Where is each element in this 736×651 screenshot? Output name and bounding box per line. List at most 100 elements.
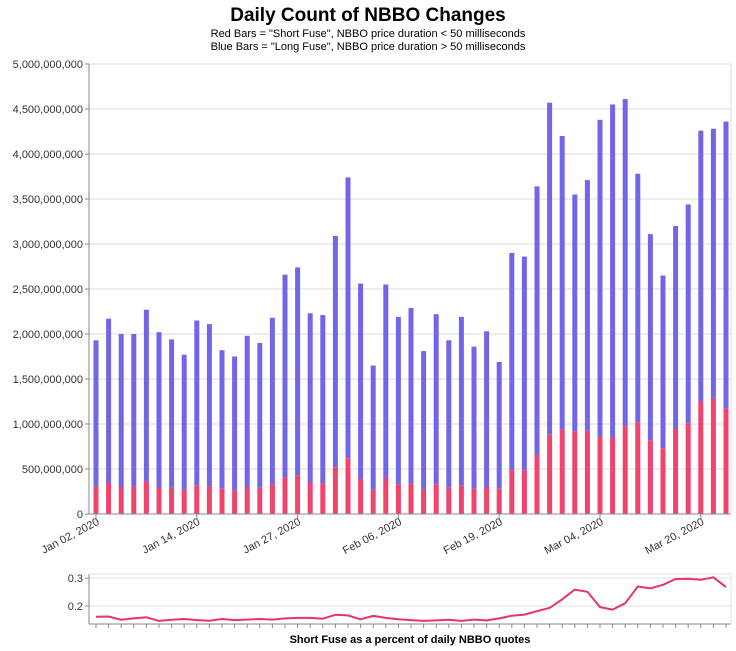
short-fuse-bar: [143, 481, 149, 514]
short-fuse-bar: [194, 485, 200, 514]
sub-y-tick-labels: 0.2 0.3: [68, 573, 83, 613]
short-fuse-bar: [723, 408, 729, 514]
long-fuse-bar: [547, 102, 553, 435]
long-fuse-bar: [332, 235, 338, 468]
main-y-tick-label: 3,000,000,000: [13, 239, 83, 251]
short-fuse-bar: [332, 467, 338, 514]
main-x-tick-label: Jan 27, 2020: [241, 516, 303, 556]
long-fuse-bar: [521, 256, 527, 470]
long-fuse-bar: [93, 340, 99, 487]
long-fuse-bar: [206, 324, 212, 487]
short-fuse-bar: [282, 477, 288, 514]
short-fuse-bar: [710, 397, 716, 514]
long-fuse-bar: [610, 104, 616, 438]
long-fuse-bar: [143, 309, 149, 482]
long-fuse-bar: [408, 307, 414, 484]
short-fuse-bar: [509, 469, 515, 514]
short-fuse-bar: [232, 490, 238, 514]
short-fuse-bar: [572, 431, 578, 514]
main-y-tick-label: 4,000,000,000: [13, 149, 83, 161]
long-fuse-bar: [584, 180, 590, 431]
sub-y-tick-label: 0.3: [68, 573, 83, 585]
main-x-tick-label: Jan 02, 2020: [40, 516, 102, 556]
main-y-tick-label: 3,500,000,000: [13, 194, 83, 206]
short-fuse-bar: [169, 487, 175, 514]
short-fuse-bar: [383, 478, 389, 514]
long-fuse-bar: [597, 119, 603, 437]
short-fuse-bar: [547, 434, 553, 514]
sub-gridlines: [85, 577, 731, 607]
long-fuse-bar: [383, 284, 389, 478]
short-fuse-bar: [408, 483, 414, 514]
short-fuse-bar: [521, 469, 527, 514]
long-fuse-bar: [471, 346, 477, 489]
short-fuse-bar: [370, 489, 376, 514]
short-fuse-bar: [433, 484, 439, 514]
short-fuse-bar: [307, 482, 313, 514]
short-fuse-bar: [206, 486, 212, 514]
short-fuse-bar: [395, 484, 401, 514]
sub-chart-title: Short Fuse as a percent of daily NBBO qu…: [290, 634, 531, 646]
main-y-tick-labels: 0 500,000,000 1,000,000,000 1,500,000,000 2,…: [13, 59, 83, 521]
long-fuse-bar: [194, 320, 200, 486]
long-fuse-bar: [635, 173, 641, 423]
long-fuse-bar: [509, 253, 515, 470]
short-fuse-bar: [673, 428, 679, 514]
long-fuse-bar: [282, 274, 288, 478]
short-fuse-bar: [421, 489, 427, 514]
long-fuse-bar: [169, 339, 175, 488]
long-fuse-bar: [295, 267, 301, 476]
main-y-tick-label: 0: [77, 509, 83, 521]
short-fuse-bar: [496, 488, 502, 514]
long-fuse-bar: [496, 361, 502, 489]
chart-subtitle-line-1: Red Bars = "Short Fuse", NBBO price dura…: [211, 28, 526, 40]
short-fuse-bar: [635, 422, 641, 514]
long-fuse-bar: [257, 343, 263, 488]
long-fuse-bar: [269, 317, 275, 485]
long-fuse-bar: [622, 99, 628, 427]
long-fuse-bar: [723, 121, 729, 409]
short-fuse-bar: [156, 487, 162, 514]
long-fuse-bar: [131, 334, 137, 487]
main-x-tick-label: Mar 04, 2020: [543, 516, 606, 557]
long-fuse-bar: [710, 128, 716, 398]
short-fuse-bar: [118, 487, 124, 514]
long-fuse-bar: [698, 130, 704, 402]
long-fuse-bar: [244, 335, 250, 487]
short-fuse-bar: [358, 478, 364, 514]
long-fuse-bar: [534, 186, 540, 455]
main-bars: [93, 99, 729, 514]
short-fuse-bar: [647, 440, 653, 514]
main-x-tick-label: Feb 19, 2020: [442, 516, 505, 557]
long-fuse-bar: [345, 177, 351, 459]
long-fuse-bar: [484, 331, 490, 487]
sub-axes: [88, 573, 732, 628]
long-fuse-bar: [458, 316, 464, 486]
main-y-tick-label: 2,500,000,000: [13, 284, 83, 296]
short-fuse-bar: [484, 487, 490, 514]
short-fuse-bar: [685, 423, 691, 514]
chart-title: Daily Count of NBBO Changes: [230, 5, 506, 26]
main-y-tick-label: 1,000,000,000: [13, 419, 83, 431]
short-fuse-bar: [698, 401, 704, 514]
short-fuse-bar: [219, 488, 225, 514]
long-fuse-bar: [370, 365, 376, 490]
long-fuse-bar: [673, 226, 679, 429]
sub-line-series: [95, 576, 727, 622]
short-fuse-bar: [295, 475, 301, 514]
short-fuse-percent-line: [95, 576, 727, 622]
long-fuse-bar: [647, 234, 653, 441]
sub-y-tick-label: 0.2: [68, 601, 83, 613]
main-x-tick-label: Mar 20, 2020: [643, 516, 706, 557]
main-x-tick-label: Jan 14, 2020: [140, 516, 202, 556]
long-fuse-bar: [433, 314, 439, 485]
long-fuse-bar: [446, 340, 452, 488]
long-fuse-bar: [307, 313, 313, 483]
long-fuse-bar: [118, 334, 124, 487]
short-fuse-bar: [458, 485, 464, 514]
long-fuse-bar: [421, 351, 427, 490]
chart-subtitle-line-2: Blue Bars = "Long Fuse", NBBO price dura…: [211, 41, 526, 53]
long-fuse-bar: [572, 194, 578, 432]
main-x-tick-labels: Jan 02, 2020 Jan 14, 2020 Jan 27, 2020 Feb …: [40, 514, 706, 557]
